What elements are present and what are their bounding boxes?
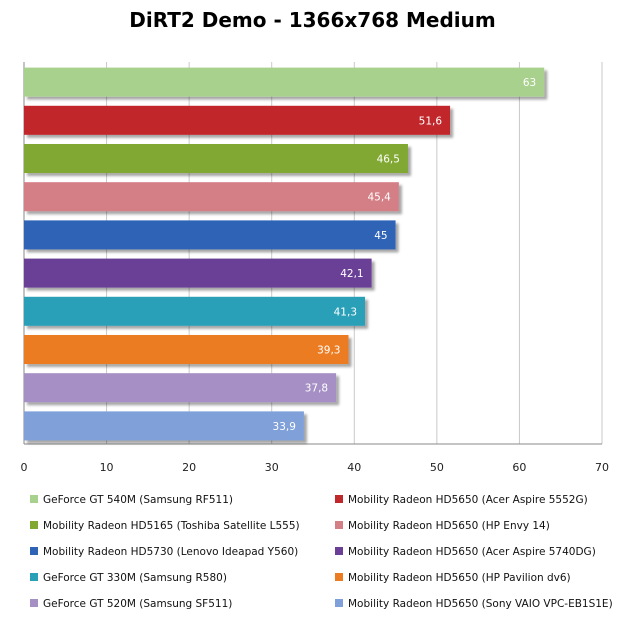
legend-label: Mobility Radeon HD5730 (Lenovo Ideapad Y… bbox=[43, 546, 299, 558]
bar bbox=[24, 220, 396, 250]
legend-item: Mobility Radeon HD5165 (Toshiba Satellit… bbox=[30, 520, 300, 532]
legend-item: Mobility Radeon HD5650 (Acer Aspire 5552… bbox=[335, 494, 588, 506]
bar bbox=[24, 67, 545, 97]
legend-swatch bbox=[30, 547, 38, 555]
data-label: 63 bbox=[523, 77, 536, 89]
x-tick-label: 70 bbox=[595, 461, 609, 474]
legend-swatch bbox=[335, 599, 343, 607]
legend-label: Mobility Radeon HD5650 (Acer Aspire 5740… bbox=[348, 546, 596, 558]
data-label: 42,1 bbox=[340, 268, 363, 280]
x-tick-label: 0 bbox=[21, 461, 28, 474]
x-axis-ticks: 0 10 20 30 40 50 60 70 bbox=[21, 461, 610, 474]
x-tick-label: 20 bbox=[182, 461, 196, 474]
legend-swatch bbox=[30, 599, 38, 607]
legend-swatch bbox=[30, 495, 38, 503]
bar bbox=[24, 373, 337, 403]
legend-swatch bbox=[335, 495, 343, 503]
chart-title: DiRT2 Demo - 1366x768 Medium bbox=[129, 8, 496, 32]
bar bbox=[24, 411, 304, 441]
legend-label: Mobility Radeon HD5650 (Sony VAIO VPC-EB… bbox=[348, 598, 613, 610]
bar bbox=[24, 143, 408, 174]
legend-label: Mobility Radeon HD5650 (HP Envy 14) bbox=[348, 520, 550, 532]
x-tick-label: 10 bbox=[100, 461, 114, 474]
legend-label: Mobility Radeon HD5165 (Toshiba Satellit… bbox=[43, 520, 300, 532]
data-label: 51,6 bbox=[419, 115, 443, 127]
bar bbox=[24, 296, 366, 326]
bar bbox=[24, 105, 451, 135]
legend-item: Mobility Radeon HD5730 (Lenovo Ideapad Y… bbox=[30, 546, 298, 558]
x-tick-label: 50 bbox=[430, 461, 444, 474]
legend-label: Mobility Radeon HD5650 (HP Pavilion dv6) bbox=[348, 572, 571, 584]
data-label: 45,4 bbox=[367, 192, 391, 204]
legend-swatch bbox=[335, 547, 343, 555]
x-tick-label: 60 bbox=[512, 461, 526, 474]
legend-swatch bbox=[30, 573, 38, 581]
data-label: 39,3 bbox=[317, 345, 340, 357]
x-tick-label: 40 bbox=[347, 461, 361, 474]
x-tick-label: 30 bbox=[265, 461, 279, 474]
legend-label: GeForce GT 330M (Samsung R580) bbox=[43, 572, 227, 584]
bars: 63 51,6 46,5 45,4 45 42,1 41,3 39,3 37,8 33,9 bbox=[24, 67, 545, 441]
legend-item: Mobility Radeon HD5650 (Sony VAIO VPC-EB… bbox=[335, 598, 613, 610]
legend-label: GeForce GT 540M (Samsung RF511) bbox=[43, 494, 233, 506]
legend-swatch bbox=[30, 521, 38, 529]
legend-item: Mobility Radeon HD5650 (HP Pavilion dv6) bbox=[335, 572, 571, 584]
bar bbox=[24, 182, 399, 212]
data-label: 41,3 bbox=[334, 306, 357, 318]
legend-item: Mobility Radeon HD5650 (Acer Aspire 5740… bbox=[335, 546, 596, 558]
data-label: 33,9 bbox=[273, 421, 296, 433]
legend-item: Mobility Radeon HD5650 (HP Envy 14) bbox=[335, 520, 550, 532]
bar bbox=[24, 258, 372, 288]
legend-item: GeForce GT 330M (Samsung R580) bbox=[30, 572, 227, 584]
legend-item: GeForce GT 540M (Samsung RF511) bbox=[30, 494, 233, 506]
legend-label: Mobility Radeon HD5650 (Acer Aspire 5552… bbox=[348, 494, 588, 506]
data-label: 37,8 bbox=[305, 383, 328, 395]
legend-item: GeForce GT 520M (Samsung SF511) bbox=[30, 598, 232, 610]
bar-chart: 63 51,6 46,5 45,4 45 42,1 41,3 39,3 37,8 33,9 0 10… bbox=[21, 62, 610, 474]
data-label: 46,5 bbox=[377, 154, 400, 166]
legend-swatch bbox=[335, 521, 343, 529]
data-label: 45 bbox=[374, 230, 387, 242]
bar bbox=[24, 334, 349, 365]
legend-label: GeForce GT 520M (Samsung SF511) bbox=[43, 598, 233, 610]
legend-swatch bbox=[335, 573, 343, 581]
